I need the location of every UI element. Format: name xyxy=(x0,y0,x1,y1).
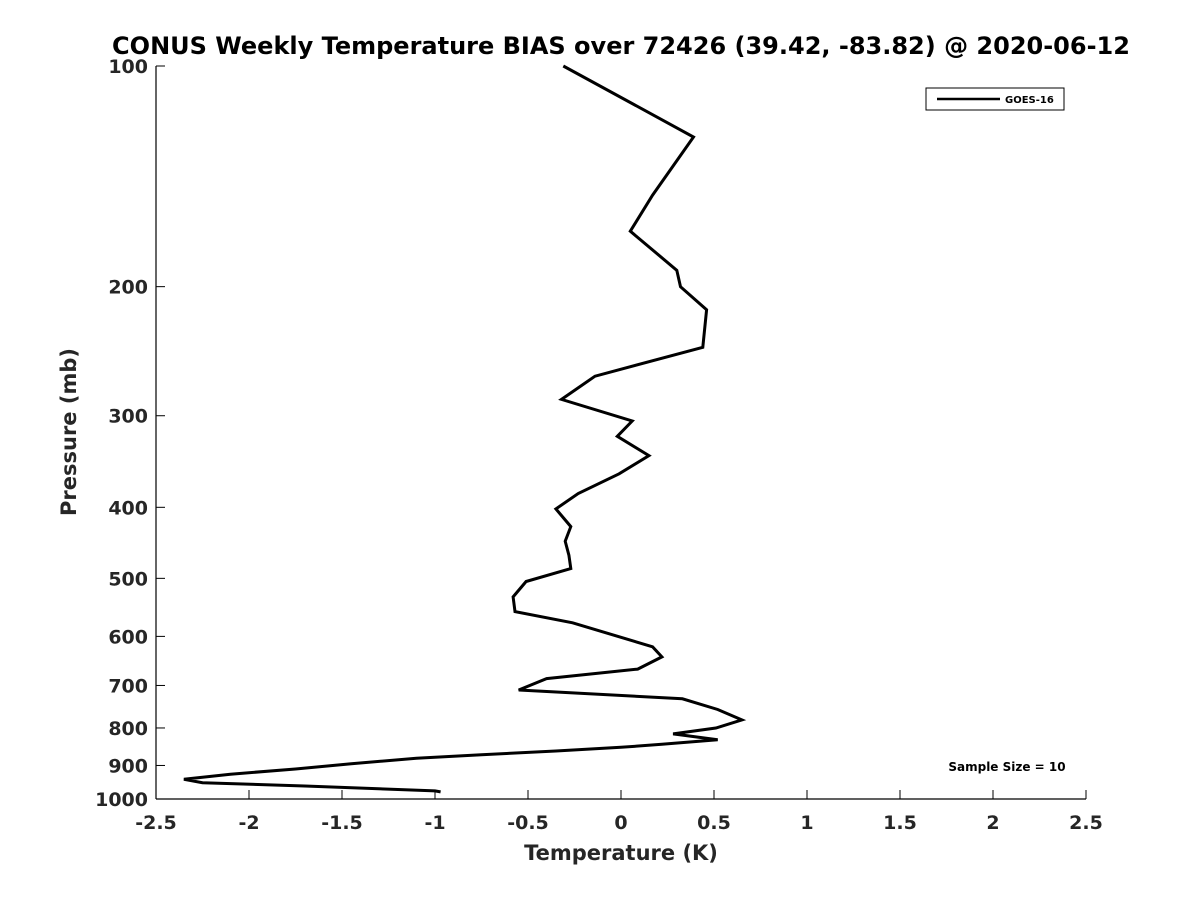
series-line-goes16 xyxy=(183,64,747,794)
y-tick-label: 300 xyxy=(108,406,148,428)
y-tick-label: 900 xyxy=(108,755,148,777)
x-tick-label: 2.5 xyxy=(1069,812,1103,834)
y-tick-label: 600 xyxy=(108,626,148,648)
sample-size-annotation: Sample Size = 10 xyxy=(948,760,1065,774)
x-tick-label: 2 xyxy=(986,812,999,834)
x-tick-label: 0 xyxy=(614,812,627,834)
legend-label-goes16: GOES-16 xyxy=(1005,95,1054,106)
series-layer xyxy=(183,64,747,794)
y-axis-label: Pressure (mb) xyxy=(57,348,81,516)
x-tick-label: 0.5 xyxy=(697,812,731,834)
y-tick-label: 400 xyxy=(108,497,148,519)
x-tick-label: -2.5 xyxy=(135,812,177,834)
x-tick-label: -1.5 xyxy=(321,812,363,834)
y-tick-label: 800 xyxy=(108,718,148,740)
x-axis-label: Temperature (K) xyxy=(524,841,718,865)
y-tick-label: 100 xyxy=(108,56,148,78)
x-tick-label: 1.5 xyxy=(883,812,917,834)
x-tick-label: -2 xyxy=(238,812,259,834)
y-tick-label: 500 xyxy=(108,568,148,590)
x-ticks: -2.5 -2 -1.5 -1 -0.5 0 0.5 1 1.5 2 2.5 xyxy=(135,790,1103,834)
x-tick-label: 1 xyxy=(800,812,813,834)
y-tick-label: 200 xyxy=(108,277,148,299)
x-tick-label: -1 xyxy=(424,812,445,834)
y-tick-label: 1000 xyxy=(95,789,148,811)
x-tick-label: -0.5 xyxy=(507,812,549,834)
y-ticks: 100 200 300 400 500 600 700 800 900 1000 xyxy=(95,56,165,811)
y-tick-label: 700 xyxy=(108,675,148,697)
legend: GOES-16 xyxy=(925,87,1065,111)
chart-title: CONUS Weekly Temperature BIAS over 72426… xyxy=(112,32,1130,60)
